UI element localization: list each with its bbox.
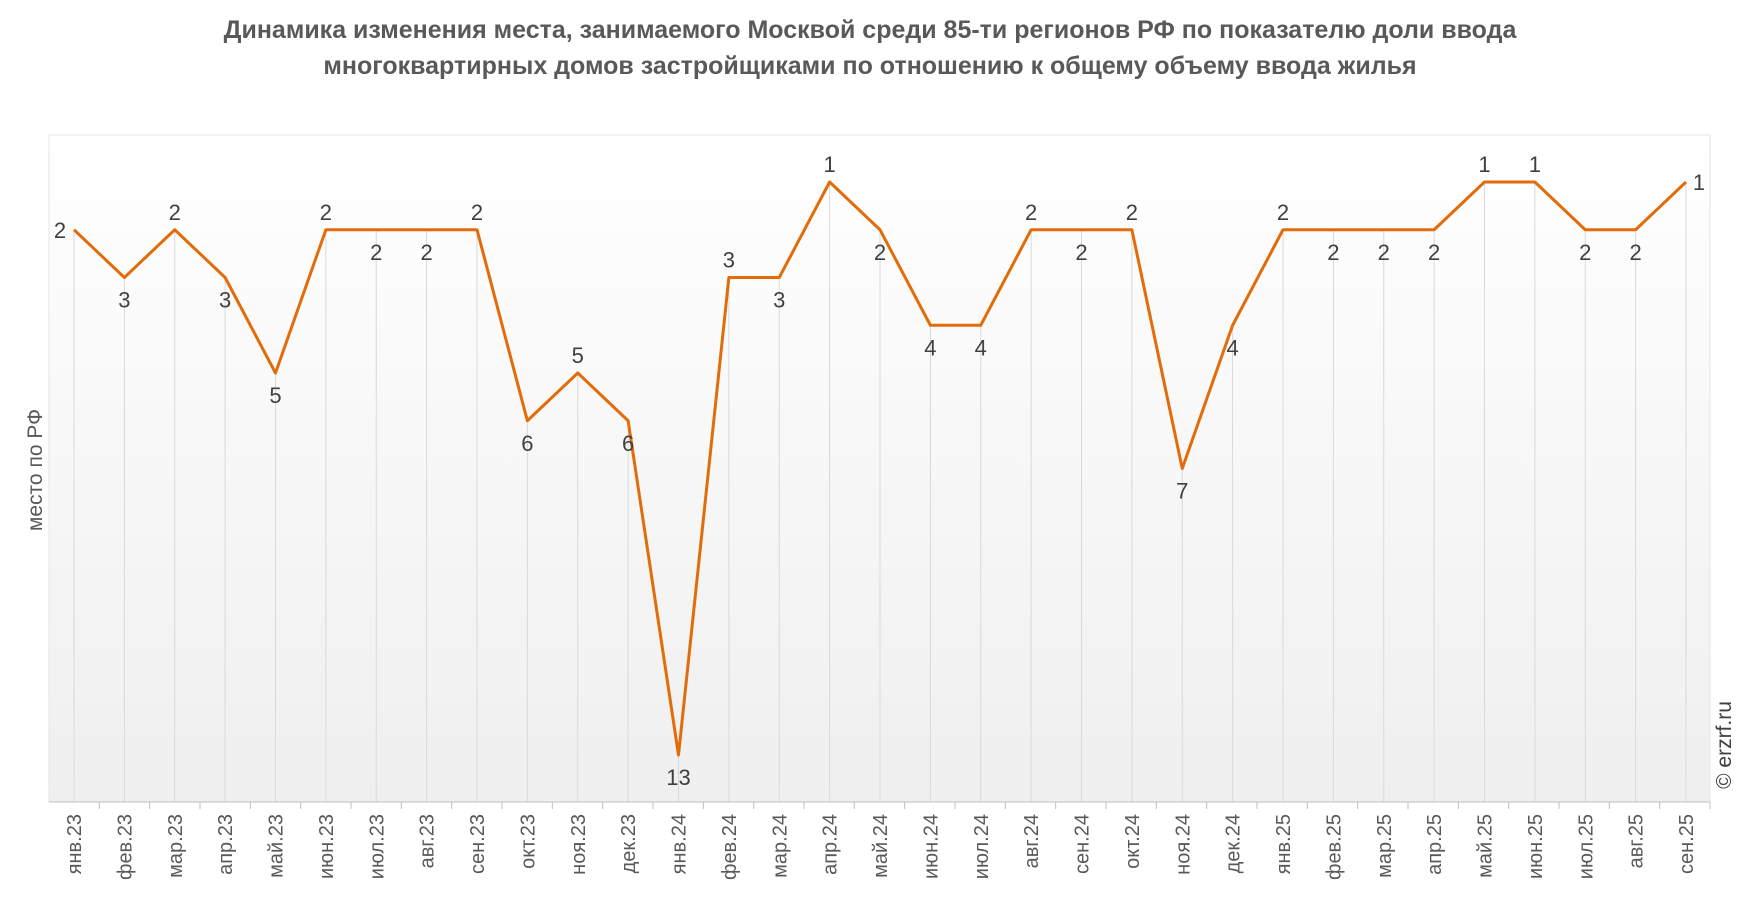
x-tick-label: фев.23 [114, 814, 136, 880]
x-tick-label: апр.25 [1424, 814, 1446, 875]
x-tick-label: апр.24 [820, 814, 842, 875]
x-tick-label: май.25 [1475, 814, 1497, 878]
x-tick-label: окт.23 [517, 814, 539, 869]
data-label: 4 [924, 335, 936, 360]
data-label: 1 [1693, 170, 1705, 195]
data-label: 2 [1428, 240, 1440, 265]
x-tick-label: янв.25 [1273, 814, 1295, 874]
x-tick-label: сен.24 [1072, 814, 1094, 874]
x-tick-label: янв.24 [669, 814, 691, 874]
data-line [72, 180, 1688, 757]
data-label: 5 [269, 383, 281, 408]
data-label: 2 [320, 200, 332, 225]
data-label: 2 [54, 218, 66, 243]
x-tick-label: мар.25 [1374, 814, 1396, 878]
x-tick-label: дек.24 [1223, 814, 1245, 873]
x-tick-label: фев.25 [1323, 814, 1345, 880]
data-label: 3 [219, 288, 231, 313]
data-label: 4 [1227, 335, 1239, 360]
x-tick-label: май.23 [266, 814, 288, 878]
data-label: 6 [622, 431, 634, 456]
data-label: 2 [370, 240, 382, 265]
data-label: 2 [1630, 240, 1642, 265]
data-label: 1 [1529, 152, 1541, 177]
data-label: 2 [1075, 240, 1087, 265]
x-tick-label: июл.25 [1575, 814, 1597, 879]
x-tick-label: июл.23 [366, 814, 388, 879]
data-label: 2 [421, 240, 433, 265]
chart-title: Динамика изменения места, занимаемого Мо… [223, 16, 1517, 80]
data-label: 2 [874, 240, 886, 265]
data-label: 5 [572, 343, 584, 368]
x-tick-label: ноя.23 [568, 814, 590, 875]
data-label: 13 [666, 765, 690, 790]
data-label: 2 [1025, 200, 1037, 225]
x-tick-label: дек.23 [618, 814, 640, 873]
data-label: 2 [1277, 200, 1289, 225]
x-tick-label: апр.23 [215, 814, 237, 875]
x-tick-label: окт.24 [1122, 814, 1144, 869]
x-tick-label: июн.25 [1525, 814, 1547, 879]
data-label: 2 [1327, 240, 1339, 265]
data-label: 2 [1579, 240, 1591, 265]
data-label: 2 [169, 200, 181, 225]
x-tick-label: июн.23 [316, 814, 338, 879]
data-label: 6 [521, 431, 533, 456]
x-tick-label: янв.23 [64, 814, 86, 874]
x-tick-label: мар.24 [769, 814, 791, 878]
data-label: 3 [118, 288, 130, 313]
x-tick-label: фев.24 [719, 814, 741, 880]
data-label: 3 [773, 288, 785, 313]
x-tick-label: май.24 [870, 814, 892, 878]
x-tick-label: июл.24 [971, 814, 993, 879]
data-label: 1 [1478, 152, 1490, 177]
data-label: 3 [723, 248, 735, 273]
x-tick-label: авг.25 [1626, 814, 1648, 868]
data-label: 1 [824, 152, 836, 177]
data-label: 2 [1126, 200, 1138, 225]
data-label: 2 [1378, 240, 1390, 265]
x-tick-label: сен.23 [467, 814, 489, 874]
data-label: 4 [975, 335, 987, 360]
x-tick-label: ноя.24 [1172, 814, 1194, 875]
x-tick-label: июн.24 [920, 814, 942, 879]
x-tick-label: авг.23 [417, 814, 439, 868]
data-label: 2 [471, 200, 483, 225]
x-tick-label: авг.24 [1021, 814, 1043, 868]
x-tick-label: сен.25 [1676, 814, 1698, 874]
data-label: 7 [1176, 479, 1188, 504]
x-tick-label: мар.23 [165, 814, 187, 878]
